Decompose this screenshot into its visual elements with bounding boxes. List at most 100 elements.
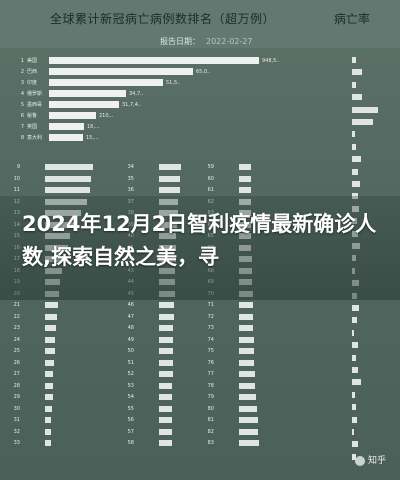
bar-row: 59: [200, 163, 251, 171]
bar-rank: 60: [207, 175, 214, 182]
bar-row: 32: [6, 428, 51, 436]
rate-row: [352, 391, 355, 399]
bar-row: 53: [120, 382, 172, 390]
bar-value: 210,..: [99, 112, 114, 119]
bar-row: 78: [200, 382, 255, 390]
bar-row: 24: [6, 336, 55, 344]
bar: [45, 325, 56, 331]
bar: [159, 371, 173, 377]
bar-row: 31: [6, 416, 51, 424]
bar: [45, 302, 58, 308]
rate-bar: [352, 181, 360, 187]
bar-rank: 33: [13, 440, 20, 446]
bar-row: 1 美国 948,5..: [10, 56, 280, 65]
rate-bar: [352, 94, 362, 101]
bar-row: 2 巴西 65,0..: [10, 67, 210, 76]
bar-row: 28: [6, 382, 53, 390]
rate-row: [352, 453, 356, 461]
bar-value: 15,...: [86, 134, 99, 141]
bar: [49, 134, 83, 141]
bar: [239, 417, 258, 423]
bar-row: 25: [6, 347, 55, 355]
bar-rank: 72: [207, 313, 214, 320]
bar-rank: 21: [13, 302, 20, 308]
bar: [239, 175, 251, 182]
rate-row: [352, 180, 360, 188]
bar-row: 27: [6, 370, 53, 378]
watermark-text: 知乎: [367, 456, 386, 466]
rate-row: [352, 428, 354, 436]
bar-label: 美国: [27, 58, 38, 64]
bar: [45, 428, 51, 435]
rate-bar: [352, 379, 361, 386]
bar: [159, 302, 174, 308]
rate-row: [352, 403, 356, 411]
rate-row: [352, 304, 359, 312]
bar-rank: 46: [127, 302, 134, 308]
bar-label: 意大利: [27, 135, 43, 141]
bar-row: 8 意大利 15,...: [10, 133, 99, 142]
bar: [49, 79, 163, 86]
rate-bar: [352, 305, 359, 311]
bar-rank: 7: [20, 123, 24, 130]
bar-rank: 36: [127, 187, 134, 193]
bar-value: 51,5..: [166, 79, 181, 86]
bar-rank: 80: [207, 405, 214, 412]
bar-row: 79: [200, 393, 256, 401]
bar: [159, 440, 172, 446]
bar: [45, 313, 57, 320]
bar-row: 23: [6, 324, 56, 332]
bar-row: 48: [120, 324, 173, 332]
bar: [239, 359, 254, 366]
rate-row: [352, 366, 358, 374]
bar-rank: 53: [127, 382, 134, 389]
bar-row: 21: [6, 301, 58, 309]
bar-rank: 10: [13, 175, 20, 182]
bar-row: 54: [120, 393, 172, 401]
bar: [239, 382, 255, 389]
rate-bar: [352, 156, 361, 163]
bar-rank: 2: [20, 68, 24, 75]
bar-rank: 30: [13, 405, 20, 412]
bar-rank: 58: [127, 440, 134, 446]
bar-row: 35: [120, 175, 180, 183]
bar-row: 71: [200, 301, 253, 309]
bar: [239, 187, 251, 193]
bar-rank: 52: [127, 371, 134, 377]
bar-value: 31,7,4..: [122, 101, 142, 108]
bar-rank: 57: [127, 428, 134, 435]
rate-bar: [352, 404, 356, 411]
headline-banner: [0, 196, 400, 300]
bar: [239, 164, 251, 170]
report-date-line: 报告日期： 2022-02-27: [160, 36, 253, 47]
bar: [239, 302, 253, 308]
bar-rank: 75: [207, 348, 214, 354]
bar-rank: 25: [13, 348, 20, 354]
chart-title: 全球累计新冠病亡病例数排名（超万例）: [50, 12, 276, 26]
bar-row: 11: [6, 186, 90, 194]
bar-label: 印度: [27, 80, 38, 86]
bar-rank: 83: [207, 440, 214, 446]
bar: [45, 164, 93, 170]
bar-label: 秘鲁: [27, 113, 38, 119]
bar: [45, 405, 52, 412]
chart-header: 全球累计新冠病亡病例数排名（超万例） 病亡率 报告日期： 2022-02-27: [0, 0, 400, 48]
rate-row: [352, 354, 356, 362]
bar-rank: 35: [127, 175, 134, 182]
bar-rank: 3: [20, 79, 24, 86]
bar-row: 72: [200, 313, 253, 321]
bar: [45, 417, 51, 423]
bar-row: 82: [200, 428, 258, 436]
rate-bar: [352, 453, 356, 460]
bar-rank: 51: [127, 359, 134, 366]
bar-row: 52: [120, 370, 173, 378]
bar-row: 4 俄罗斯 34,7..: [10, 89, 143, 98]
bar-row: 75: [200, 347, 254, 355]
bar-rank: 71: [207, 302, 214, 308]
bar-rank: 76: [207, 359, 214, 366]
rate-bar: [352, 69, 362, 76]
bar-row: 33: [6, 439, 51, 447]
bar-rank: 8: [20, 134, 24, 141]
bar-rank: 54: [127, 394, 134, 400]
